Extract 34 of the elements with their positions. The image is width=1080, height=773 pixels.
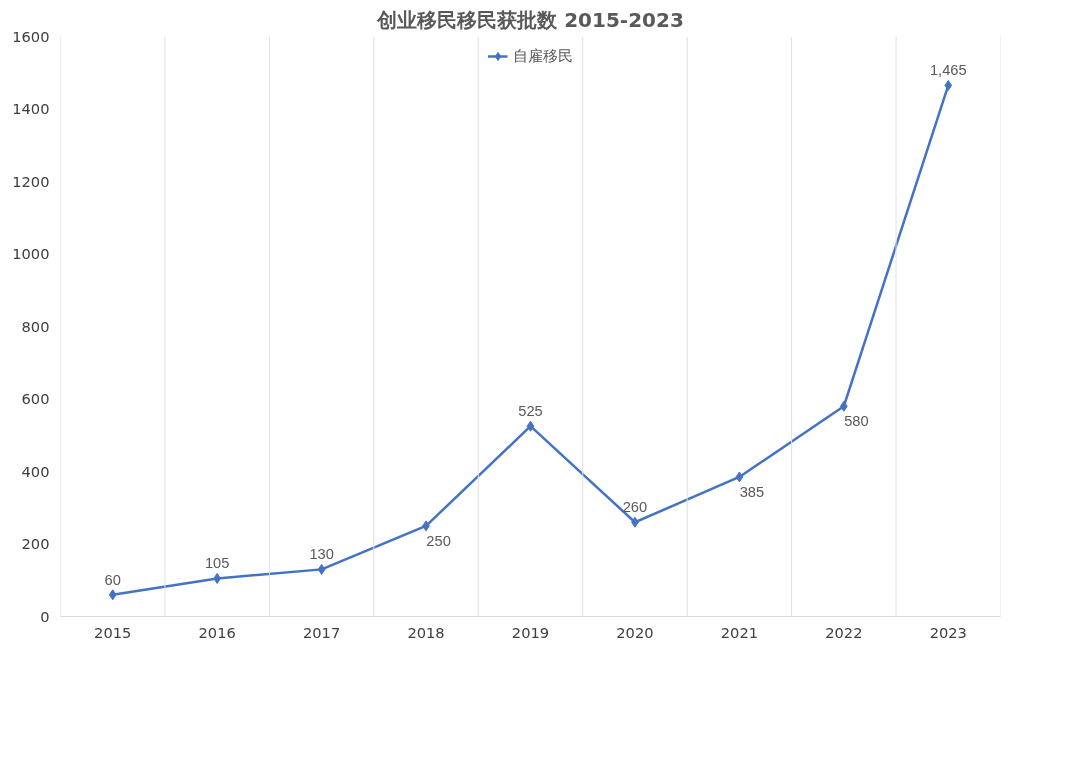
data-label: 130: [309, 546, 334, 563]
y-tick-label: 1600: [12, 27, 50, 45]
point: [317, 563, 326, 575]
x-tick-label: 2021: [720, 623, 759, 641]
y-tick-label: 1000: [12, 245, 50, 262]
y-tick-label: 400: [21, 462, 50, 480]
point: [526, 420, 535, 432]
x-tick-label: 2018: [407, 623, 445, 641]
point: [944, 79, 953, 91]
y-tick-label: 1200: [12, 172, 50, 190]
x-tick-label: 2015: [94, 623, 132, 641]
y-tick-label: 0: [40, 607, 50, 625]
data-label: 580: [844, 413, 869, 430]
x-tick-label: 2023: [929, 623, 967, 641]
chart-title: 创业移民移民获批数 2015-2023: [376, 7, 684, 32]
data-label: 60: [104, 571, 121, 588]
point: [108, 589, 117, 601]
data-label: 260: [622, 499, 648, 516]
legend-label: 自雇移民: [512, 46, 573, 66]
data-label: 525: [518, 403, 543, 420]
y-tick-label: 600: [21, 390, 50, 407]
data-label: 250: [426, 532, 451, 549]
data-label: 385: [739, 483, 765, 500]
x-tick-label: 2020: [616, 623, 654, 641]
data-label: 1,465: [929, 62, 967, 79]
x-tick-label: 2019: [511, 623, 550, 641]
data-label: 105: [204, 555, 230, 572]
point: [735, 471, 744, 483]
x-tick-label: 2016: [198, 623, 236, 641]
y-tick-label: 1400: [12, 100, 50, 117]
y-tick-label: 200: [21, 535, 50, 552]
x-tick-label: 2017: [302, 623, 341, 641]
x-tick-label: 2022: [825, 623, 863, 641]
y-tick-label: 800: [21, 317, 50, 335]
